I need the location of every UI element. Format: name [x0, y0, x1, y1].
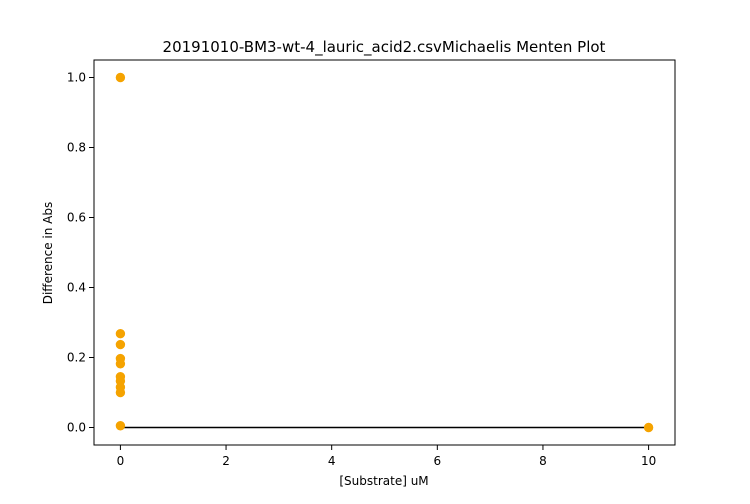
y-axis-ticks: 0.0 0.2 0.4 0.6 0.8 1.0: [67, 71, 94, 435]
y-tick-label: 0.8: [67, 141, 86, 155]
y-tick-label: 1.0: [67, 71, 86, 85]
x-tick-label: 6: [433, 454, 441, 468]
x-axis-label: [Substrate] uM: [339, 474, 428, 488]
plot-content: [115, 72, 654, 433]
x-tick-label: 10: [641, 454, 656, 468]
data-point: [115, 72, 126, 83]
y-tick-label: 0.4: [67, 281, 86, 295]
data-point: [115, 421, 126, 431]
x-tick-label: 8: [539, 454, 547, 468]
y-tick-label: 0.0: [67, 421, 86, 435]
x-tick-label: 2: [222, 454, 230, 468]
chart-title: 20191010-BM3-wt-4_lauric_acid2.csvMichae…: [163, 38, 606, 57]
y-tick-label: 0.6: [67, 211, 86, 225]
data-point: [115, 359, 126, 369]
plot-frame: [93, 59, 676, 446]
data-point: [115, 387, 126, 398]
x-axis-ticks: 0 2 4 6 8 10: [117, 445, 656, 468]
y-axis-label: Difference in Abs: [41, 202, 55, 305]
x-tick-label: 4: [328, 454, 336, 468]
data-point: [115, 339, 126, 350]
data-point: [115, 329, 126, 339]
x-tick-label: 0: [117, 454, 125, 468]
y-tick-label: 0.2: [67, 351, 86, 365]
data-point: [643, 422, 654, 433]
